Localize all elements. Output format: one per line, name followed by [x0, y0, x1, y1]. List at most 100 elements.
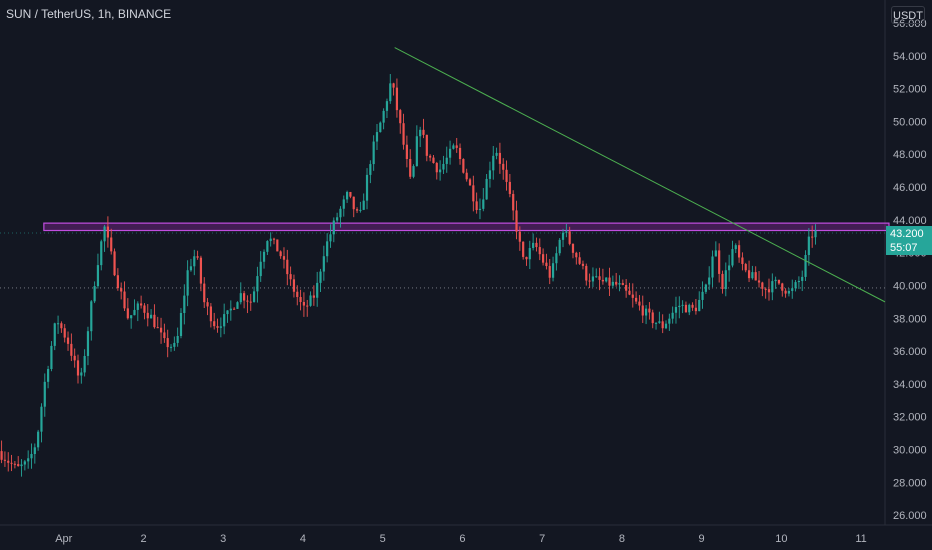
price-axis[interactable]: 26.000 28.000 30.000 32.000 34.000 36.000 38.0…	[884, 0, 927, 525]
candle	[724, 262, 727, 297]
currency-unit-label[interactable]: USDT	[891, 6, 925, 24]
candle	[714, 241, 717, 257]
candle-body	[468, 179, 472, 186]
candle-body	[452, 145, 455, 149]
candle	[771, 273, 774, 301]
candle	[392, 82, 395, 96]
candle	[674, 296, 678, 324]
candle-body	[575, 252, 578, 258]
candle	[452, 143, 455, 150]
candle	[561, 228, 565, 248]
candle-body	[385, 101, 389, 111]
candle	[179, 308, 183, 339]
candle-body	[409, 159, 412, 177]
candle	[96, 253, 100, 289]
candle	[492, 145, 495, 180]
candle	[27, 450, 30, 469]
price-tick-label: 50.000	[893, 116, 927, 128]
candle	[528, 240, 531, 270]
candle-body	[233, 308, 236, 310]
candle-body	[10, 462, 13, 464]
candle	[252, 286, 256, 303]
candle-body	[17, 464, 20, 467]
candle-body	[296, 291, 299, 298]
price-tick-label: 32.000	[893, 412, 927, 424]
candle-body	[555, 253, 558, 264]
candle-body	[442, 163, 445, 170]
candle-body	[345, 191, 349, 200]
candle-body	[595, 276, 598, 278]
candle	[159, 317, 163, 344]
candle	[698, 291, 701, 312]
candle-body	[96, 265, 100, 287]
candle	[70, 333, 73, 362]
candle	[60, 321, 63, 333]
candle-body	[578, 257, 581, 264]
candle-body	[814, 230, 817, 238]
candle	[801, 270, 804, 292]
candle-body	[787, 290, 791, 294]
candle	[621, 279, 624, 286]
time-tick-label: 7	[539, 533, 545, 545]
time-tick-label: 5	[380, 533, 386, 545]
candle-body	[206, 302, 209, 307]
candle-body	[811, 236, 814, 238]
candle-body	[246, 300, 249, 302]
candle	[233, 307, 236, 310]
candle	[761, 281, 764, 297]
candle	[322, 245, 325, 281]
candle-body	[608, 277, 611, 286]
candle-body	[721, 273, 724, 290]
candle-body	[292, 279, 296, 292]
candle-body	[648, 308, 651, 313]
candle-body	[581, 263, 585, 266]
candle-body	[482, 199, 485, 209]
candle-body	[159, 327, 163, 333]
candle	[223, 303, 226, 335]
candle-body	[668, 318, 671, 324]
candle	[581, 260, 585, 270]
candle-body	[681, 304, 684, 306]
candle-body	[701, 291, 704, 300]
time-axis[interactable]: Apr 2 3 4 5 6 7 8 9 10 11	[0, 524, 932, 545]
candle-body	[674, 307, 678, 313]
candle-body	[791, 288, 794, 291]
candle	[249, 293, 252, 311]
candle-body	[349, 191, 352, 197]
candle-body	[203, 283, 206, 303]
candle	[541, 248, 545, 266]
price-tick-label: 48.000	[893, 149, 927, 161]
candle	[757, 271, 761, 288]
candle-body	[737, 245, 741, 258]
candle-body	[505, 169, 508, 182]
candle-body	[226, 310, 229, 315]
candle	[213, 312, 216, 330]
candle-body	[807, 236, 810, 255]
candle	[73, 348, 76, 368]
price-tick-label: 44.000	[893, 215, 927, 227]
candle-body	[262, 251, 266, 262]
candle-body	[209, 306, 212, 322]
candle	[0, 440, 3, 464]
candle-body	[412, 166, 415, 177]
candle	[811, 225, 814, 248]
candle-body	[744, 264, 747, 271]
candle	[551, 256, 555, 282]
candle	[239, 282, 242, 305]
chart-top-overlays	[394, 47, 886, 303]
candle	[309, 291, 312, 307]
candle-body	[694, 307, 698, 312]
candle	[143, 303, 146, 320]
candle-body	[342, 199, 345, 209]
candle	[731, 240, 734, 268]
candle	[163, 323, 166, 343]
price-tick-label: 28.000	[893, 477, 927, 489]
candle	[80, 367, 83, 384]
candle-body	[93, 286, 96, 302]
candle-body	[389, 83, 392, 102]
candle	[349, 191, 352, 199]
symbol-title[interactable]: SUN / TetherUS, 1h, BINANCE	[6, 7, 172, 21]
candle	[379, 121, 382, 133]
candle	[684, 301, 688, 313]
